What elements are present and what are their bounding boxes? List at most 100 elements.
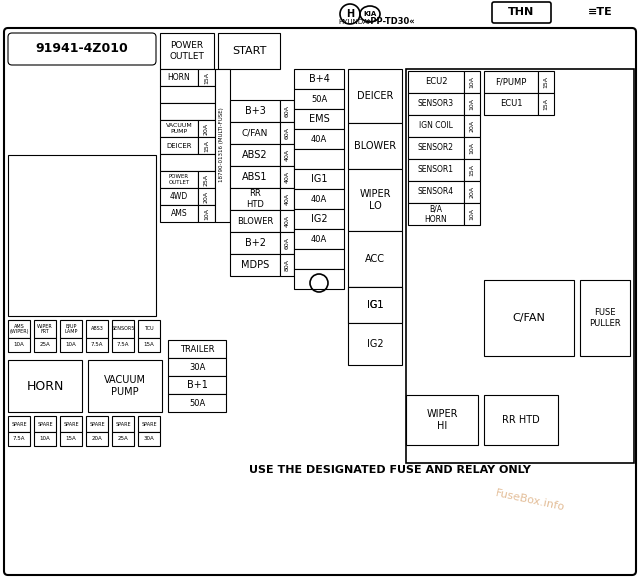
Bar [230,166,280,188]
Bar [160,154,215,171]
Text: 40A: 40A [285,171,289,183]
Text: 30A: 30A [143,436,154,442]
Text: KIA: KIA [364,11,376,17]
Bar [168,376,226,394]
Bar [160,103,215,120]
Bar [484,71,538,93]
Bar [168,394,226,412]
Text: 15A: 15A [204,139,209,152]
Bar [580,280,630,356]
Bar [408,115,464,137]
Text: 40A: 40A [311,235,327,243]
Bar [230,210,280,232]
Text: FUSE
PULLER: FUSE PULLER [589,309,621,328]
Bar [280,210,294,232]
Text: 40A: 40A [311,195,327,203]
Bar [484,93,538,115]
Text: IG1: IG1 [367,300,383,310]
Text: ECU1: ECU1 [500,99,522,109]
Text: C/FAN: C/FAN [513,313,545,323]
Bar [160,33,214,69]
Bar [230,144,280,166]
Bar [60,432,82,446]
Text: IG1: IG1 [311,174,327,184]
Bar [8,338,30,352]
Bar [198,171,215,188]
Text: C/FAN: C/FAN [242,128,268,138]
Bar [538,93,554,115]
Bar [280,188,294,210]
Text: DEICER: DEICER [357,91,393,101]
Text: HYUNDAI: HYUNDAI [338,19,370,25]
Text: SENSOR3: SENSOR3 [418,99,454,109]
Text: WIPER
FRT: WIPER FRT [37,324,53,335]
Bar [280,144,294,166]
Bar [60,320,82,338]
Text: USE THE DESIGNATED FUSE AND RELAY ONLY: USE THE DESIGNATED FUSE AND RELAY ONLY [249,465,531,475]
FancyBboxPatch shape [8,33,156,65]
Bar [294,89,344,109]
Text: 10A: 10A [204,207,209,220]
Bar [160,86,215,103]
Text: SPARE: SPARE [141,421,157,426]
Text: 25A: 25A [204,174,209,185]
Text: 60A: 60A [285,127,289,139]
Text: 7.5A: 7.5A [91,343,103,347]
Bar [112,338,134,352]
Text: 40A: 40A [285,215,289,227]
Bar [34,338,56,352]
Text: 20A: 20A [92,436,102,442]
Bar [280,254,294,276]
Text: 15A: 15A [204,71,209,84]
Text: THN: THN [508,7,534,17]
Bar [408,159,464,181]
Text: TCU: TCU [144,327,154,332]
Bar [406,395,478,445]
Bar [138,320,160,338]
Bar [160,137,198,154]
Bar [484,280,574,356]
Bar [8,155,156,316]
Bar [8,432,30,446]
Text: 60A: 60A [285,237,289,249]
Text: 10A: 10A [66,343,76,347]
Text: SENSOR2: SENSOR2 [418,144,454,152]
Text: 7.5A: 7.5A [116,343,129,347]
Text: 50A: 50A [311,95,327,103]
Bar [8,360,82,412]
Text: ABS2: ABS2 [242,150,268,160]
Bar [464,71,480,93]
Text: 40A: 40A [285,149,289,161]
Bar [86,320,108,338]
Bar [88,360,162,412]
Text: H: H [346,9,354,19]
Bar [280,100,294,122]
Text: 15A: 15A [143,343,154,347]
Bar [408,71,464,93]
Text: AMS: AMS [171,209,188,218]
Bar [464,181,480,203]
Bar [408,181,464,203]
Bar [160,171,198,188]
Text: WIPER
HI: WIPER HI [426,409,458,431]
Bar [168,340,226,358]
Bar [215,69,230,222]
Bar [294,249,344,269]
Text: IG1: IG1 [367,300,383,310]
Bar [198,120,215,137]
Bar [230,100,280,122]
Bar [294,149,344,169]
Bar [86,338,108,352]
Bar [348,287,402,323]
Text: SENSOR5: SENSOR5 [111,327,134,332]
Text: B+1: B+1 [187,380,207,390]
Bar [138,432,160,446]
Text: EMS: EMS [308,114,330,124]
Bar [408,93,464,115]
Text: »PP-TD30«: »PP-TD30« [365,17,415,27]
Bar [198,205,215,222]
Text: SENSOR4: SENSOR4 [418,188,454,196]
Bar [408,203,464,225]
Text: 7.5A: 7.5A [13,436,25,442]
Text: 20A: 20A [470,186,474,198]
